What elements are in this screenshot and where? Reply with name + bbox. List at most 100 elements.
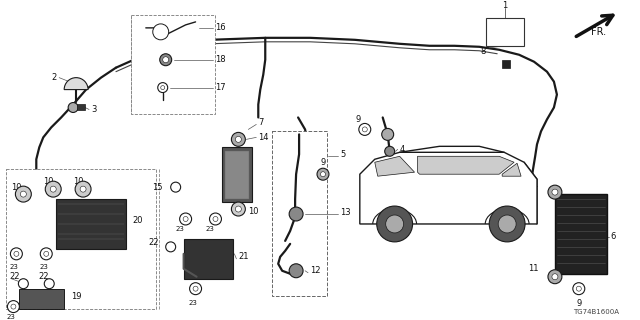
Text: 9: 9: [355, 115, 360, 124]
Circle shape: [166, 242, 175, 252]
Circle shape: [193, 286, 198, 291]
Circle shape: [189, 283, 202, 295]
Polygon shape: [375, 156, 415, 176]
Circle shape: [321, 172, 326, 177]
Text: 23: 23: [205, 226, 214, 232]
Bar: [56, 199, 126, 249]
Circle shape: [14, 251, 19, 256]
Circle shape: [548, 185, 562, 199]
Bar: [486, 18, 524, 46]
Text: 19: 19: [71, 292, 82, 301]
Polygon shape: [502, 163, 521, 176]
Text: 5: 5: [340, 150, 345, 159]
Circle shape: [50, 186, 56, 192]
Text: 10: 10: [44, 177, 54, 186]
Circle shape: [20, 191, 26, 197]
Bar: [6, 169, 156, 308]
Circle shape: [8, 300, 19, 313]
Polygon shape: [417, 156, 514, 174]
Text: 16: 16: [216, 23, 226, 32]
Text: 23: 23: [10, 264, 19, 270]
Bar: [272, 132, 327, 296]
Circle shape: [44, 279, 54, 289]
Text: 10: 10: [12, 183, 22, 192]
Text: 14: 14: [259, 133, 269, 142]
Text: 10: 10: [248, 206, 259, 216]
Text: 13: 13: [340, 208, 351, 217]
Text: 22: 22: [38, 272, 49, 281]
Circle shape: [161, 86, 164, 90]
Circle shape: [209, 213, 221, 225]
Circle shape: [385, 146, 395, 156]
Circle shape: [386, 215, 404, 233]
Circle shape: [359, 124, 371, 135]
Circle shape: [10, 248, 22, 260]
Circle shape: [232, 202, 245, 216]
Bar: [131, 15, 216, 115]
Text: 4: 4: [399, 145, 405, 154]
Text: 1: 1: [502, 2, 508, 11]
Circle shape: [157, 83, 168, 92]
Bar: [184, 239, 234, 279]
Circle shape: [236, 206, 241, 212]
Circle shape: [489, 206, 525, 242]
Circle shape: [317, 168, 329, 180]
Circle shape: [183, 217, 188, 221]
Circle shape: [11, 304, 16, 309]
Text: 11: 11: [529, 180, 539, 189]
Circle shape: [68, 102, 78, 113]
Circle shape: [577, 286, 581, 291]
Circle shape: [160, 54, 172, 66]
Text: 22: 22: [148, 238, 159, 247]
Text: 12: 12: [310, 266, 321, 275]
Text: 7: 7: [259, 118, 264, 127]
Text: 23: 23: [6, 314, 15, 320]
Text: 23: 23: [39, 264, 48, 270]
Text: FR.: FR.: [591, 27, 606, 37]
Text: 8: 8: [481, 47, 486, 56]
Bar: [502, 60, 510, 68]
Bar: [19, 289, 64, 308]
Circle shape: [548, 270, 562, 284]
Text: 9: 9: [576, 299, 581, 308]
Circle shape: [80, 186, 86, 192]
Circle shape: [362, 127, 367, 132]
Text: 10: 10: [73, 177, 84, 186]
Text: 2: 2: [51, 73, 56, 82]
Circle shape: [213, 217, 218, 221]
Text: TG74B1600A: TG74B1600A: [573, 308, 619, 315]
Circle shape: [498, 215, 516, 233]
Circle shape: [552, 189, 558, 195]
Circle shape: [289, 264, 303, 278]
Text: 3: 3: [91, 105, 97, 114]
Circle shape: [552, 274, 558, 280]
Bar: [77, 104, 85, 110]
Bar: [225, 151, 250, 199]
Circle shape: [40, 248, 52, 260]
Circle shape: [19, 279, 28, 289]
Circle shape: [171, 182, 180, 192]
Circle shape: [153, 24, 169, 40]
Bar: [223, 147, 252, 202]
Bar: [555, 194, 607, 274]
Wedge shape: [64, 78, 88, 90]
Circle shape: [163, 57, 169, 63]
Text: 11: 11: [529, 264, 539, 273]
Text: 22: 22: [10, 272, 20, 281]
Circle shape: [232, 132, 245, 146]
Text: 23: 23: [175, 226, 184, 232]
Text: 21: 21: [238, 252, 249, 261]
Circle shape: [15, 186, 31, 202]
Polygon shape: [360, 152, 537, 224]
Text: 20: 20: [133, 217, 143, 226]
Circle shape: [377, 206, 413, 242]
Circle shape: [44, 251, 49, 256]
Text: 15: 15: [152, 183, 163, 192]
Text: 17: 17: [216, 83, 226, 92]
Text: 9: 9: [321, 158, 326, 167]
Circle shape: [236, 136, 241, 142]
Text: 23: 23: [189, 300, 198, 306]
Circle shape: [573, 283, 585, 295]
Text: 18: 18: [216, 55, 226, 64]
Circle shape: [75, 181, 91, 197]
